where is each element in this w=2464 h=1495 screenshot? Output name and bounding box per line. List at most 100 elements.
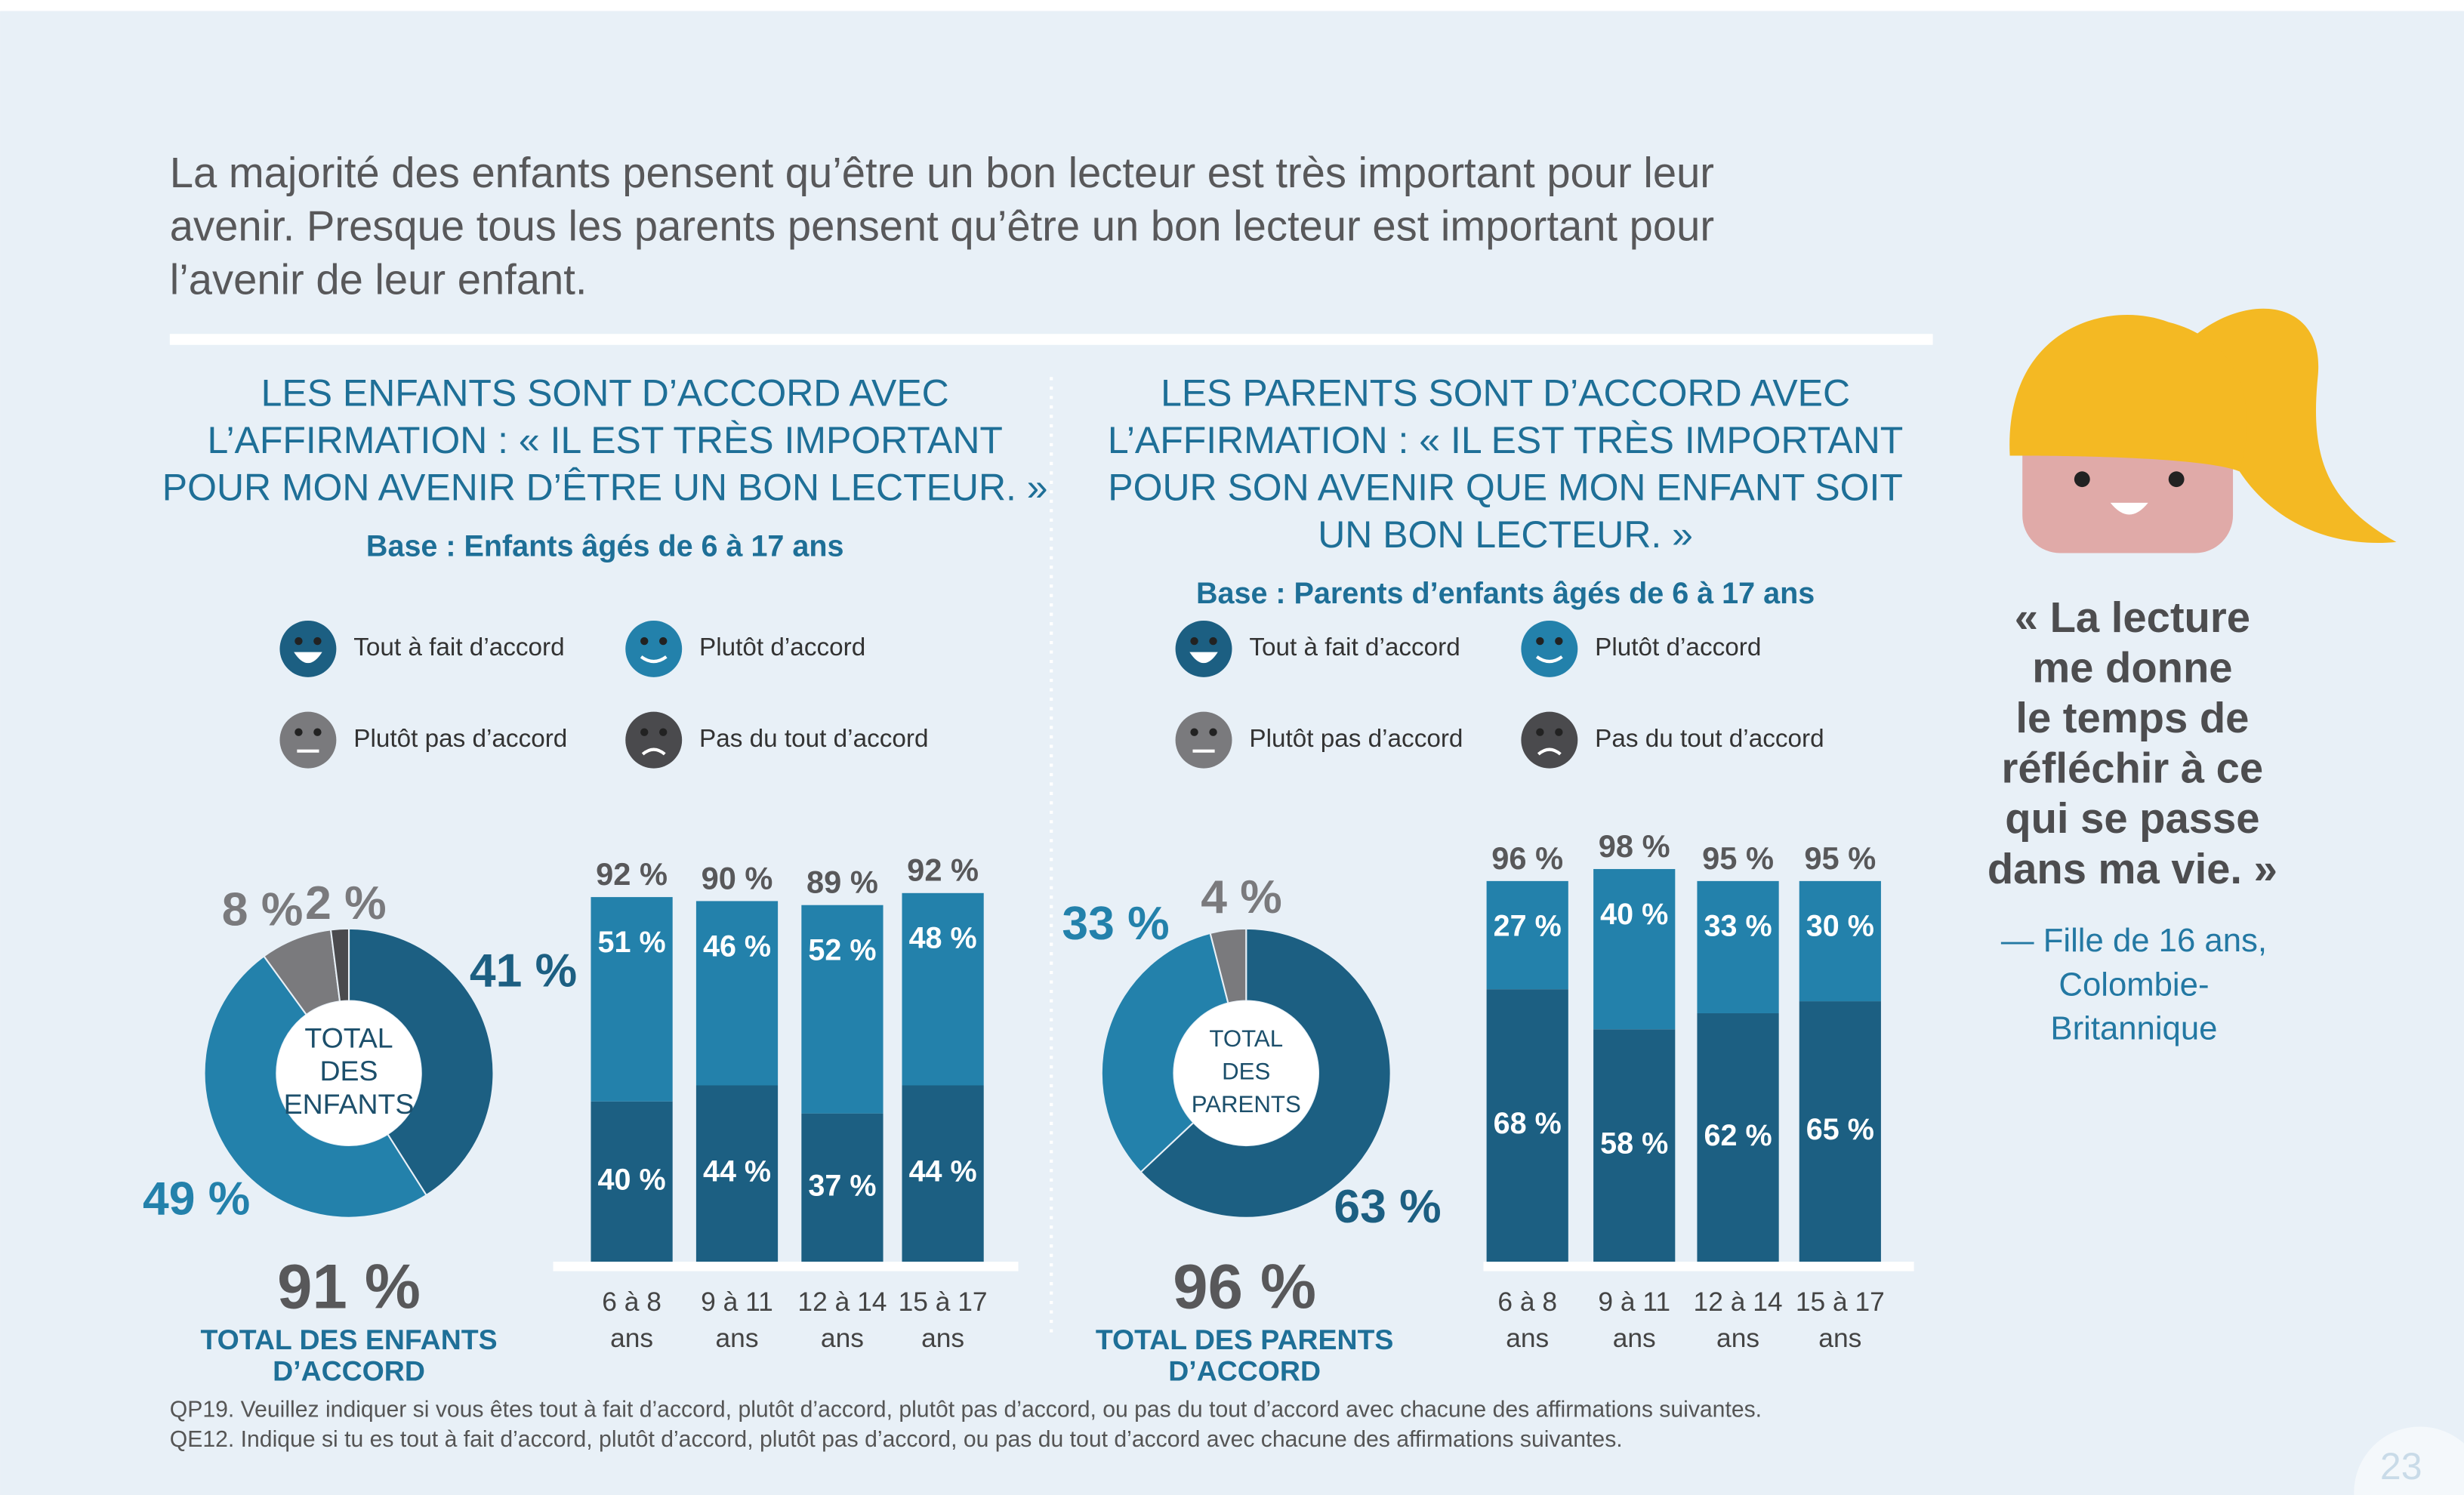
x-tick-line: 9 à 11	[701, 1288, 773, 1318]
hair	[2009, 315, 2247, 472]
legend-item: Tout à fait d’accord	[279, 620, 565, 677]
total-value: 91 %	[277, 1252, 421, 1322]
donut-center-label: TOTAL	[1209, 1025, 1283, 1052]
bar-value-label: 58 %	[1600, 1127, 1668, 1161]
bar-segment	[902, 892, 984, 1086]
donut-center-label: DES	[1222, 1059, 1270, 1085]
icon-eye	[1536, 637, 1544, 646]
icon-mouth	[641, 748, 666, 756]
bar-segment	[591, 897, 673, 1102]
icon-eye	[659, 637, 668, 646]
eye	[2168, 471, 2185, 488]
quote-line: qui se passe	[2005, 794, 2259, 842]
quote-line: le temps de	[2015, 694, 2249, 741]
icon-eye	[1555, 728, 1563, 736]
ponytail	[2191, 308, 2397, 544]
bar-total-label: 98 %	[1599, 828, 1670, 864]
x-tick-line: 6 à 8	[602, 1288, 661, 1318]
girl-illustration	[2009, 308, 2397, 553]
x-tick-label: 12 à 14 ans	[1694, 1288, 1783, 1354]
icon-mouth	[1189, 652, 1218, 664]
bar-total-label: 95 %	[1804, 840, 1876, 876]
bar-value-label: 44 %	[703, 1155, 771, 1188]
panel-heading: POUR SON AVENIR QUE MON ENFANT SOIT	[1108, 466, 1903, 508]
panel-heading: LES PARENTS SONT D’ACCORD AVEC	[1161, 372, 1850, 415]
x-tick-line: ans	[716, 1324, 759, 1353]
donut-label: 63 %	[1334, 1180, 1441, 1233]
donut-hole	[276, 1000, 421, 1145]
bar-segment	[1593, 1029, 1676, 1262]
legend-icon	[279, 620, 337, 677]
x-tick-line: 12 à 14	[797, 1288, 887, 1318]
bar-segment	[1799, 880, 1881, 1002]
icon-mouth	[294, 652, 322, 664]
donut-label: 8 %	[222, 883, 304, 936]
eye	[2074, 471, 2090, 488]
legend-icon	[625, 620, 683, 677]
bar-total-label: 92 %	[596, 856, 668, 892]
bar-segment	[1799, 1001, 1881, 1262]
donut-label: 33 %	[1062, 897, 1169, 950]
donut-label: 49 %	[143, 1172, 250, 1225]
legend-label: Plutôt d’accord	[699, 633, 865, 661]
headline: La majorité des enfants pensent qu’être …	[170, 149, 1714, 196]
bar-total-label: 92 %	[907, 852, 979, 888]
bar-value-label: 27 %	[1494, 910, 1562, 943]
x-tick-label: 15 à 17 ans	[899, 1288, 988, 1354]
x-tick-line: ans	[610, 1324, 653, 1353]
panel-heading: L’AFFIRMATION : « IL EST TRÈS IMPORTANT	[207, 419, 1003, 461]
icon-eye	[1209, 728, 1217, 736]
donut-hole	[1173, 1000, 1318, 1145]
footnote: QE12. Indique si tu es tout à fait d’acc…	[170, 1427, 1623, 1452]
headline: avenir. Presque tous les parents pensent…	[170, 202, 1714, 250]
donut-center-label: TOTAL	[304, 1022, 393, 1053]
bar-segment	[801, 905, 884, 1114]
x-tick-line: ans	[1716, 1324, 1759, 1353]
panel-base: Base : Parents d’enfants âgés de 6 à 17 …	[1196, 577, 1815, 610]
legend-icon	[1175, 620, 1232, 677]
icon-eye	[295, 728, 303, 736]
x-tick-line: ans	[921, 1324, 964, 1353]
donut-center-label: ENFANTS	[284, 1088, 415, 1120]
icon-eye	[295, 637, 303, 646]
quote-line: dans ma vie. »	[1988, 845, 2277, 892]
icon-eye	[1209, 637, 1217, 646]
legend-item: Pas du tout d’accord	[1521, 711, 1824, 769]
x-tick-label: 9 à 11 ans	[1598, 1288, 1670, 1354]
icon-mouth	[1535, 655, 1563, 664]
donut-label: 2 %	[305, 877, 387, 929]
page-number: 23	[2380, 1445, 2422, 1487]
x-tick-label: 12 à 14 ans	[797, 1288, 887, 1354]
legend-icon	[625, 711, 683, 769]
icon-mouth	[640, 655, 668, 664]
x-tick-label: 6 à 8 ans	[1497, 1288, 1557, 1354]
panel-base: Base : Enfants âgés de 6 à 17 ans	[366, 530, 844, 563]
icon-eye	[659, 728, 668, 736]
total-caption: TOTAL DES PARENTS	[1096, 1324, 1394, 1355]
bar-value-label: 51 %	[598, 926, 666, 959]
panel-heading: POUR MON AVENIR D’ÊTRE UN BON LECTEUR. »	[162, 466, 1048, 508]
quote-line: « La lecture	[2015, 593, 2250, 641]
bar-value-label: 52 %	[808, 934, 876, 967]
icon-eye	[1190, 637, 1198, 646]
quote-line: réfléchir à ce	[2002, 744, 2264, 792]
bar-value-label: 40 %	[598, 1163, 666, 1196]
total-caption: TOTAL DES ENFANTS	[200, 1324, 497, 1355]
icon-eye	[1555, 637, 1563, 646]
x-tick-line: 9 à 11	[1598, 1288, 1670, 1318]
x-tick-line: ans	[1818, 1324, 1861, 1353]
icon-eye	[1536, 728, 1544, 736]
bar-segment	[1486, 880, 1568, 990]
footnote: QP19. Veuillez indiquer si vous êtes tou…	[170, 1398, 1762, 1423]
x-tick-line: 6 à 8	[1497, 1288, 1557, 1318]
panel-heading: L’AFFIRMATION : « IL EST TRÈS IMPORTANT	[1108, 419, 1904, 461]
legend-label: Plutôt d’accord	[1595, 633, 1761, 661]
icon-eye	[1190, 728, 1198, 736]
x-tick-line: 15 à 17	[1796, 1288, 1885, 1318]
icon-eye	[313, 728, 322, 736]
headline: l’avenir de leur enfant.	[170, 255, 587, 303]
legend-icon	[1175, 711, 1232, 769]
donut-center-label: DES	[320, 1055, 378, 1087]
bar-total-label: 90 %	[702, 860, 773, 895]
